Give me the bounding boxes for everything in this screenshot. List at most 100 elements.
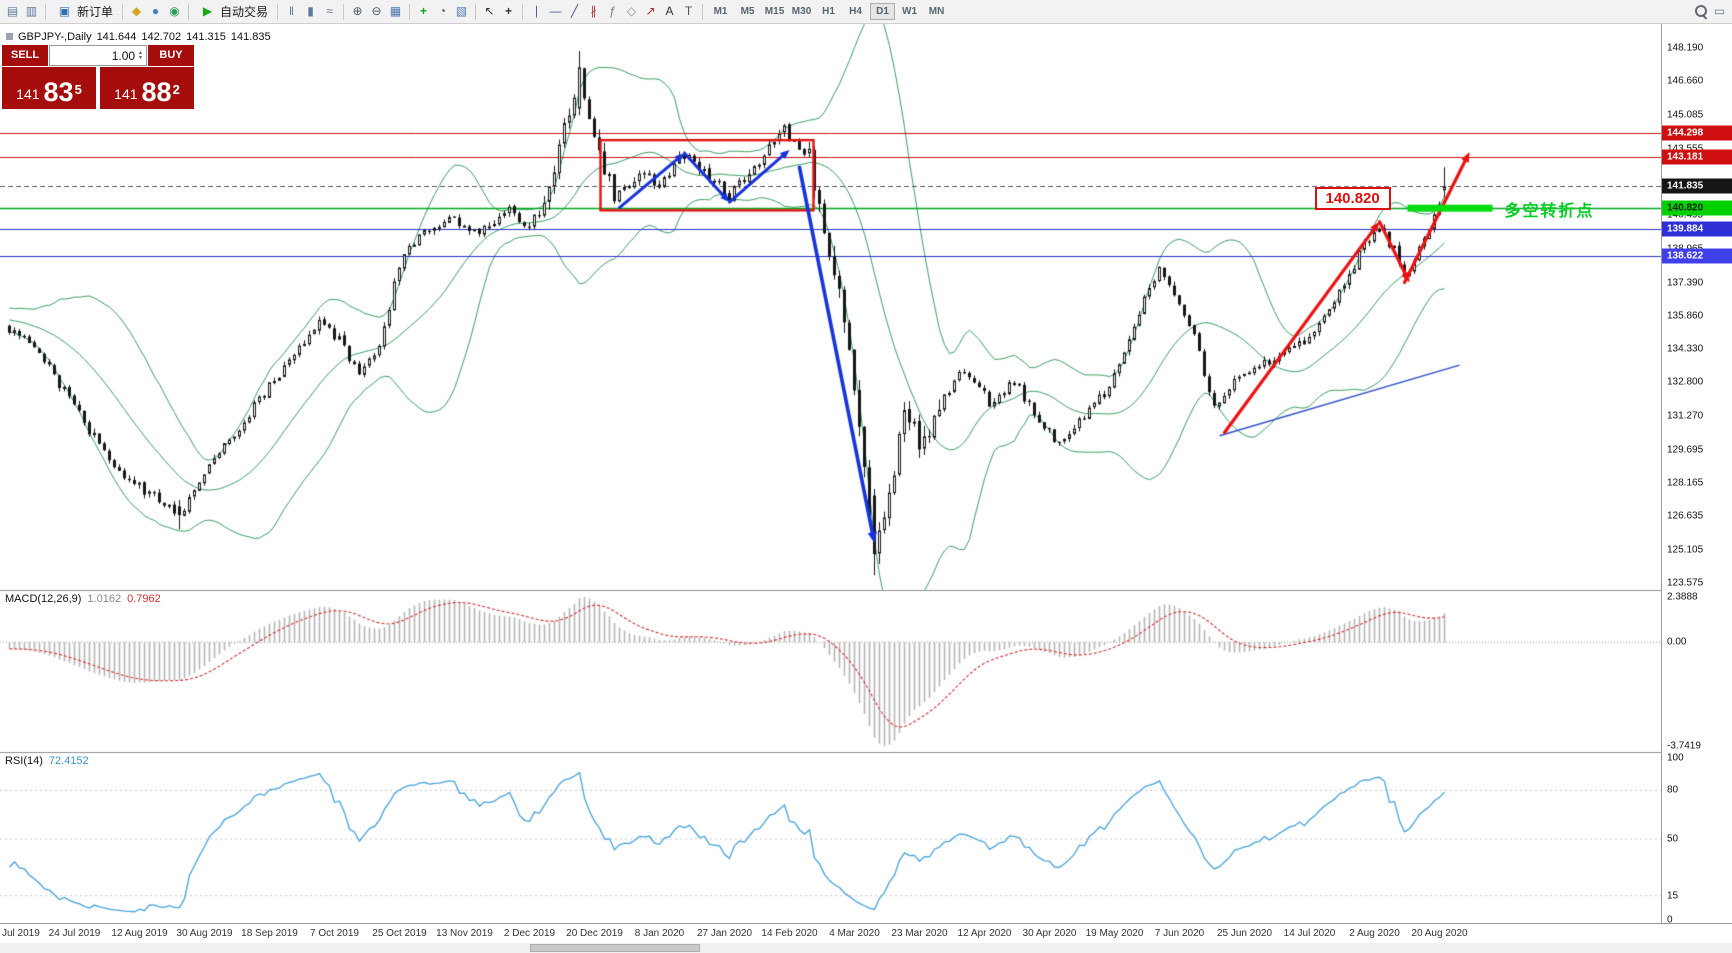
sell-price-box[interactable]: 141 83 5 <box>2 67 96 109</box>
new-order-icon[interactable]: ▣ <box>58 4 71 18</box>
horizontal-scrollbar[interactable] <box>0 943 1732 953</box>
new-chart-icon[interactable]: ▤ <box>6 4 19 18</box>
macd-name: MACD(12,26,9) <box>5 593 82 605</box>
sell-button[interactable]: SELL <box>2 45 48 66</box>
channel-icon[interactable]: ∦ <box>590 4 597 18</box>
time-axis[interactable]: Jul 2019 24 Jul 2019 12 Aug 2019 30 Aug 201… <box>0 923 1732 943</box>
community-icon[interactable]: ◉ <box>169 4 180 18</box>
price-axis-label: 137.390 <box>1667 277 1704 289</box>
zoom-in-icon[interactable]: ⊕ <box>352 4 363 18</box>
scrollbar-thumb[interactable] <box>530 944 700 952</box>
timeframe-m1[interactable]: M1 <box>713 6 728 17</box>
price-chart-canvas[interactable] <box>0 24 1661 923</box>
price-axis[interactable]: 148.190146.660145.085143.555140.495138.9… <box>1661 24 1732 926</box>
text-label-icon[interactable]: T <box>684 4 693 18</box>
toolbar-separator <box>475 3 477 20</box>
price-axis-label: 135.860 <box>1667 310 1704 322</box>
date-label: 2 Aug 2020 <box>1349 928 1400 939</box>
fibonacci-icon[interactable]: ƒ <box>609 4 616 18</box>
turning-point-label[interactable]: 多空转折点 <box>1504 203 1595 221</box>
buy-price-p: 88 <box>141 77 172 107</box>
rsi-panel-divider[interactable] <box>0 752 1732 753</box>
date-label: 20 Dec 2019 <box>566 928 623 939</box>
timeframe-h1[interactable]: H1 <box>822 6 835 17</box>
date-label: 25 Jun 2020 <box>1216 928 1273 939</box>
price-axis-label: 145.085 <box>1667 109 1704 121</box>
date-label: 7 Oct 2019 <box>310 928 359 939</box>
vertical-line-icon[interactable]: ∣ <box>533 4 540 18</box>
timeframe-mn[interactable]: MN <box>928 6 945 17</box>
price-axis-label: 126.635 <box>1667 510 1704 522</box>
text-icon[interactable]: A <box>665 4 674 18</box>
price-badge-139.884: 139.884 <box>1662 221 1732 237</box>
periods-icon[interactable]: ◔ <box>438 4 447 18</box>
timeframe-m5[interactable]: M5 <box>740 6 755 17</box>
price-axis-label: 134.330 <box>1667 343 1704 355</box>
date-label: 2 Dec 2019 <box>503 928 556 939</box>
ohlc-close: 141.835 <box>230 31 271 43</box>
shapes-icon[interactable]: ◇ <box>626 4 637 18</box>
ohlc-high: 142.702 <box>141 31 182 43</box>
chat-icon[interactable]: ▭ <box>1713 4 1726 18</box>
trendline-icon[interactable]: ╱ <box>570 4 579 18</box>
cursor-icon[interactable]: ↖ <box>484 4 495 18</box>
profiles-icon[interactable]: ▥ <box>25 4 38 18</box>
date-label: 19 May 2020 <box>1085 928 1144 939</box>
macd-axis-max: 2.3888 <box>1667 591 1698 603</box>
crosshair-icon[interactable]: + <box>505 4 513 18</box>
one-click-trading-panel: SELL 1.00 ▲ ▼ BUY 141 83 5 141 88 2 <box>2 45 194 109</box>
timeframe-w1[interactable]: W1 <box>902 6 918 17</box>
zoom-out-icon[interactable]: ⊖ <box>371 4 382 18</box>
toolbar-separator <box>45 3 46 20</box>
timeframe-m30[interactable]: M30 <box>791 6 812 17</box>
date-label: 30 Apr 2020 <box>1022 928 1077 939</box>
bar-chart-icon[interactable]: ‖ <box>289 4 295 18</box>
templates-icon[interactable]: ▧ <box>455 4 468 18</box>
buy-price-box[interactable]: 141 88 2 <box>100 67 194 109</box>
toolbar-separator <box>188 3 190 20</box>
timeframe-d1[interactable]: D1 <box>870 3 896 20</box>
price-flag-140-820[interactable]: 140.820 <box>1314 187 1391 210</box>
macd-axis-zero: 0.00 <box>1667 636 1687 648</box>
date-label: 4 Mar 2020 <box>829 928 880 939</box>
tile-windows-icon[interactable]: ▦ <box>389 4 402 18</box>
toolbar-separator <box>702 3 704 20</box>
new-order-label: 新订单 <box>77 5 114 19</box>
chart-bullet-icon <box>6 33 13 40</box>
price-axis-label: 123.575 <box>1667 577 1704 589</box>
search-icon[interactable] <box>1691 2 1710 21</box>
date-label: 12 Apr 2020 <box>957 928 1012 939</box>
volume-input[interactable]: 1.00 ▲ ▼ <box>49 45 147 66</box>
horizontal-line-icon[interactable]: ― <box>549 4 562 18</box>
timeframe-h4[interactable]: H4 <box>849 6 862 17</box>
price-axis-label: 132.800 <box>1667 376 1704 388</box>
date-label: 14 Feb 2020 <box>761 928 818 939</box>
date-label: 14 Jul 2020 <box>1283 928 1336 939</box>
macd-panel-divider[interactable] <box>0 590 1732 591</box>
sell-price-big: 141 <box>16 86 40 102</box>
spin-down-icon[interactable]: ▼ <box>138 54 143 61</box>
market-icon[interactable]: ● <box>151 4 160 18</box>
volume-spinner[interactable]: ▲ ▼ <box>138 49 143 61</box>
new-order-button[interactable]: ▣ 新订单 <box>50 2 118 22</box>
date-label: Jul 2019 <box>2 928 40 939</box>
symbol-name: GBPJPY-,Daily <box>18 31 92 43</box>
candlestick-chart-icon[interactable]: ▮ <box>307 4 314 18</box>
autotrading-icon[interactable]: ▶ <box>202 4 213 18</box>
toolbar-separator <box>409 3 411 20</box>
macd-signal-value: 0.7962 <box>127 593 161 605</box>
arrows-icon[interactable]: ↗ <box>645 4 656 18</box>
autotrading-button[interactable]: ▶ 自动交易 <box>193 2 273 22</box>
date-label: 7 Jun 2020 <box>1154 928 1205 939</box>
rsi-name: RSI(14) <box>5 755 43 767</box>
timeframe-m15[interactable]: M15 <box>764 6 785 17</box>
indicators-icon[interactable]: + <box>420 4 428 18</box>
toolbar-separator <box>343 3 345 20</box>
buy-button[interactable]: BUY <box>148 45 194 66</box>
metaeditor-icon[interactable]: ◆ <box>131 4 142 18</box>
price-axis-label: 128.165 <box>1667 477 1704 489</box>
spin-up-icon[interactable]: ▲ <box>138 49 143 56</box>
rsi-axis-0: 0 <box>1667 914 1673 926</box>
line-chart-icon[interactable]: ≈ <box>326 4 333 18</box>
